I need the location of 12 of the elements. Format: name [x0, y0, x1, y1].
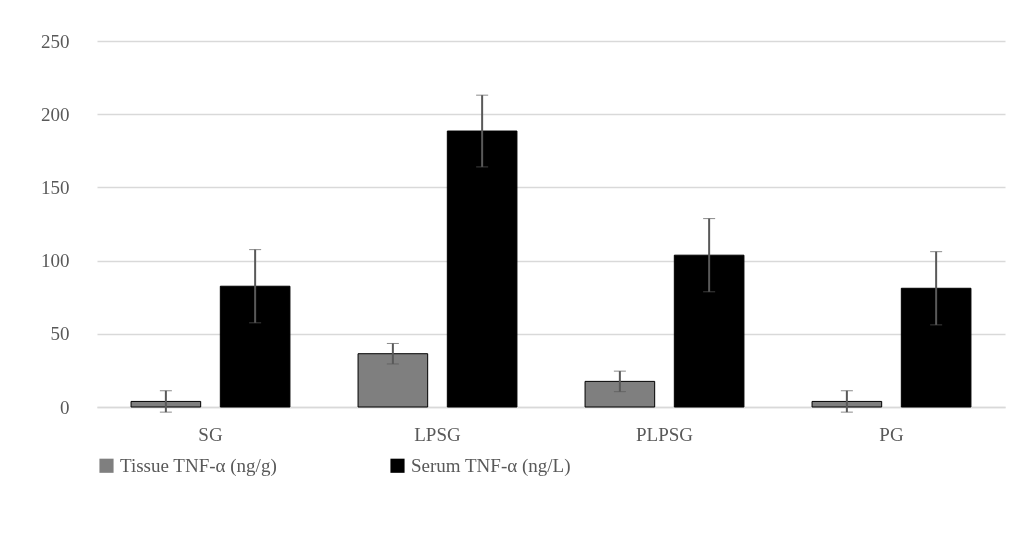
legend-label: Tissue TNF-α (ng/g): [120, 454, 277, 477]
y-tick-label: 250: [41, 30, 70, 52]
y-tick-label: 200: [41, 103, 70, 125]
y-tick-label: 100: [41, 250, 70, 272]
x-tick-label: PG: [879, 423, 904, 445]
y-tick-label: 50: [50, 323, 70, 345]
x-tick-label: LPSG: [414, 423, 462, 445]
y-tick-label: 0: [60, 396, 70, 418]
y-tick-label: 150: [41, 176, 70, 198]
x-tick-label: PLPSG: [635, 423, 694, 445]
x-tick-label: SG: [198, 423, 223, 445]
legend-label: Serum TNF-α (ng/L): [411, 454, 571, 477]
